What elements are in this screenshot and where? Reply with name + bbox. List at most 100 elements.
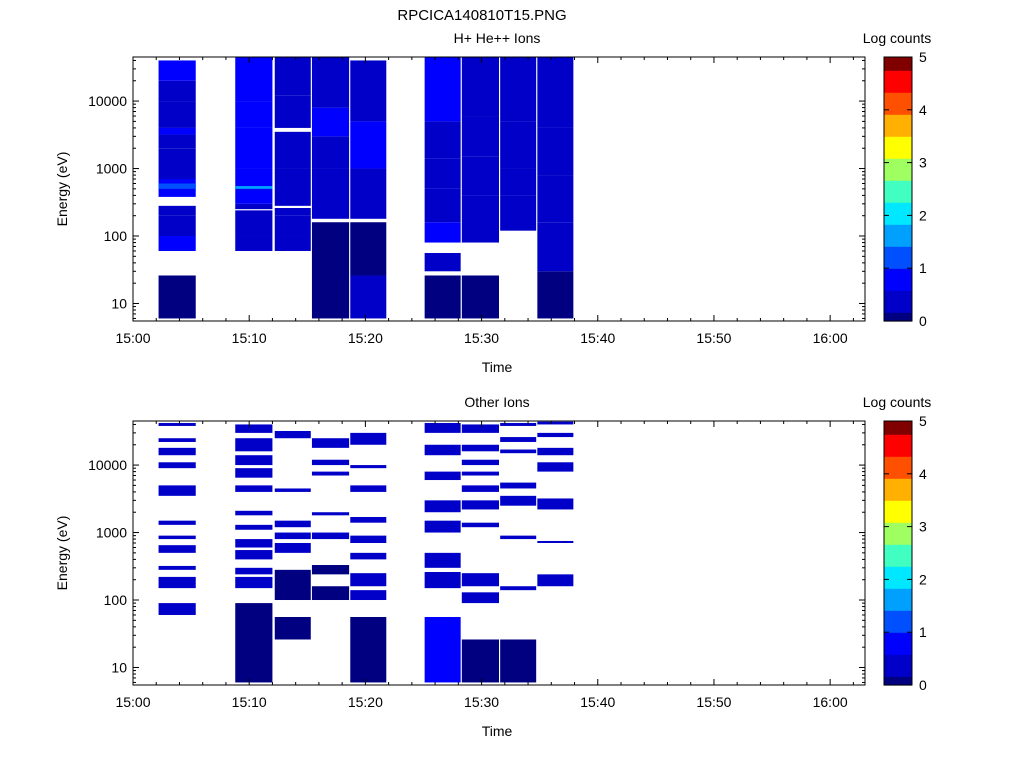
colorbar-swatch [884, 263, 912, 269]
colorbar-swatch [884, 189, 912, 194]
x-tick-label: 15:20 [348, 330, 383, 346]
colorbar-tick-label: 0 [919, 677, 927, 693]
colorbar-label: Log counts [863, 30, 932, 46]
x-tick-label: 15:50 [696, 694, 731, 710]
heatmap-cell [311, 136, 350, 169]
heatmap-cell [235, 539, 273, 548]
heatmap-cell [274, 57, 311, 96]
heatmap-cell [500, 168, 537, 196]
panel-title: H+ He++ Ions [454, 30, 541, 46]
heatmap-cell [158, 520, 196, 525]
colorbar-swatch [884, 566, 912, 572]
colorbar-tick-label: 4 [919, 102, 927, 118]
heatmap-cell [461, 424, 499, 433]
heatmap-cell [350, 552, 387, 560]
colorbar-swatch [884, 456, 912, 462]
colorbar-swatch [884, 645, 912, 651]
colorbar-swatch [884, 193, 912, 199]
heatmap-cell [424, 520, 461, 533]
heatmap-cell [500, 586, 537, 591]
heatmap-cell [461, 639, 499, 683]
heatmap-cell [461, 275, 499, 319]
heatmap-cell [311, 471, 350, 476]
colorbar-swatch [884, 473, 912, 479]
heatmap-cell [500, 423, 537, 426]
heatmap-cell [235, 576, 273, 589]
colorbar-swatch [884, 438, 912, 444]
heatmap-cell [274, 215, 311, 237]
heatmap-cell [350, 121, 387, 169]
heatmap-cell [461, 485, 499, 492]
colorbar-swatch [884, 671, 912, 677]
colorbar-swatch [884, 237, 912, 243]
heatmap-cell [461, 592, 499, 604]
colorbar-swatch [884, 268, 912, 274]
x-tick-label: 15:10 [232, 330, 267, 346]
heatmap-cell [311, 438, 350, 448]
heatmap-cell [158, 462, 196, 469]
x-axis-label: Time [482, 723, 513, 739]
y-tick-label: 100 [104, 592, 128, 608]
heatmap-cell [311, 57, 350, 108]
y-tick-label: 10000 [88, 93, 127, 109]
colorbar-swatch [884, 504, 912, 510]
heatmap-cell [235, 438, 273, 452]
colorbar-swatch [884, 667, 912, 673]
colorbar-swatch [884, 610, 912, 616]
heatmap-cell [350, 535, 387, 543]
x-tick-label: 15:30 [464, 330, 499, 346]
colorbar-swatch [884, 158, 912, 164]
heatmap-cell [235, 101, 273, 128]
heatmap-cell [537, 574, 574, 587]
heatmap-cell [500, 535, 537, 540]
heatmap-cell [537, 271, 574, 319]
heatmap-cell [274, 520, 311, 528]
heatmap-cell [350, 573, 387, 587]
colorbar-swatch [884, 535, 912, 541]
heatmap-cell [274, 131, 311, 169]
heatmap-cell [350, 485, 387, 492]
heatmap-cell [158, 603, 196, 615]
colorbar-swatch [884, 197, 912, 203]
heatmap-cell [274, 95, 311, 128]
colorbar-swatch [884, 531, 912, 536]
heatmap-cell [235, 203, 273, 210]
heatmap-cell [311, 586, 350, 601]
heatmap-cell [537, 540, 574, 543]
colorbar-swatch [884, 180, 912, 186]
heatmap-cell [537, 57, 574, 128]
colorbar-swatch [884, 228, 912, 234]
heatmap-cell [424, 617, 461, 683]
colorbar-swatch [884, 623, 912, 629]
colorbar-swatch [884, 114, 912, 120]
heatmap-cell [158, 447, 196, 456]
colorbar-swatch [884, 87, 912, 93]
heatmap-cell [235, 236, 273, 251]
x-tick-label: 16:00 [813, 694, 848, 710]
heatmap-cell [158, 423, 196, 426]
heatmap-cell [235, 468, 273, 478]
heatmap-cell [350, 60, 387, 122]
heatmap-cell [350, 222, 387, 276]
colorbar-swatch [884, 277, 912, 282]
heatmap-cell [274, 569, 311, 601]
colorbar-swatch [884, 526, 912, 532]
heatmap-cell [235, 550, 273, 560]
colorbar-swatch [884, 316, 912, 322]
colorbar-swatch [884, 614, 912, 620]
heatmap-cell [424, 158, 461, 189]
colorbar-swatch [884, 680, 912, 686]
heatmap-cell [537, 462, 574, 472]
colorbar-swatch [884, 619, 912, 624]
heatmap-cell [235, 455, 273, 466]
heatmap-cell [158, 236, 196, 251]
colorbar-swatch [884, 145, 912, 150]
colorbar-tick-label: 5 [919, 413, 927, 429]
colorbar-tick-label: 1 [919, 624, 927, 640]
heatmap-cell [500, 195, 537, 231]
colorbar-swatch [884, 429, 912, 435]
heatmap-cell [158, 576, 196, 589]
colorbar-swatch [884, 579, 912, 585]
colorbar-swatch [884, 597, 912, 602]
